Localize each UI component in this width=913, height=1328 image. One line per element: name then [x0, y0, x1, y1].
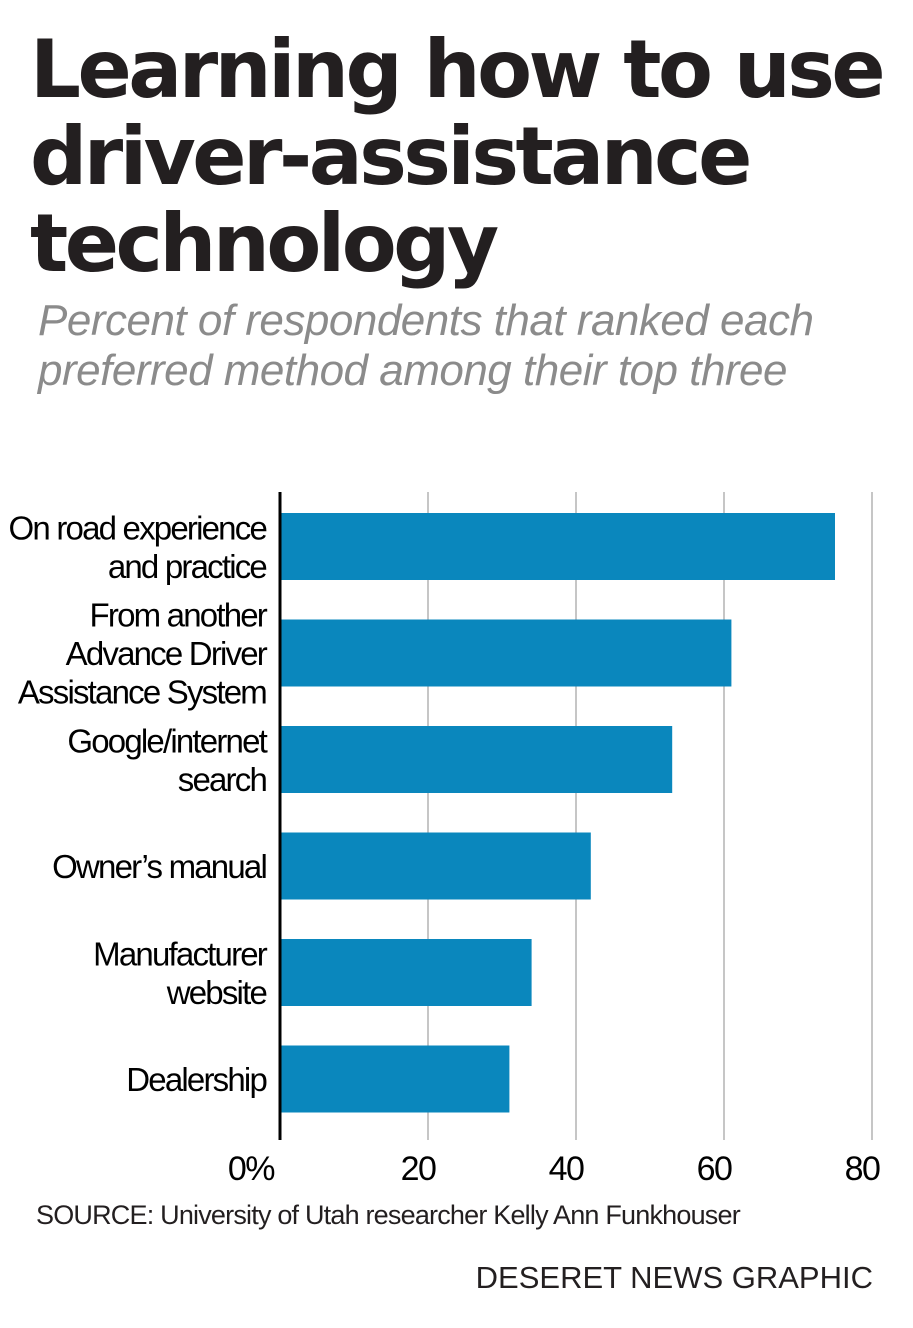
category-label-2: Google/internet search	[67, 722, 267, 798]
bar-0	[280, 513, 835, 580]
category-label-line: Owner’s manual	[52, 848, 266, 885]
gridlines	[427, 492, 873, 1140]
category-label-line: website	[166, 974, 267, 1011]
x-tick-label-20: 20	[401, 1150, 436, 1188]
category-label-line: Manufacturer	[93, 935, 268, 972]
source-note: SOURCE: University of Utah researcher Ke…	[36, 1200, 741, 1230]
chart-subtitle: Percent of respondents that ranked each …	[38, 296, 814, 395]
bar-chart: On road experience and practice From anoth…	[9, 492, 882, 1188]
x-tick-labels: 0% 20 40 60 80	[228, 1150, 882, 1188]
category-label-3: Owner’s manual	[52, 848, 266, 885]
category-label-line: Google/internet	[67, 722, 267, 759]
category-label-line: On road experience	[9, 509, 267, 546]
category-label-1: From another Advance Driver Assistance Sys…	[18, 597, 268, 711]
bar-5	[280, 1045, 510, 1113]
category-labels: On road experience and practice From anoth…	[9, 509, 270, 1098]
category-label-0: On road experience and practice	[9, 509, 267, 585]
category-label-line: From another	[90, 597, 268, 634]
category-label-line: Assistance System	[18, 674, 266, 711]
category-label-line: Dealership	[126, 1061, 266, 1098]
category-label-5: Dealership	[126, 1061, 266, 1098]
x-tick-label-40: 40	[549, 1150, 584, 1188]
x-tick-label-60: 60	[697, 1150, 732, 1188]
bar-4	[280, 939, 532, 1006]
x-tick-label-0: 0%	[228, 1150, 275, 1188]
bars	[280, 513, 835, 1113]
category-label-line: search	[178, 761, 267, 798]
bar-2	[280, 726, 673, 793]
x-tick-label-80: 80	[845, 1150, 880, 1188]
bar-1	[280, 619, 732, 687]
category-label-4: Manufacturer website	[93, 935, 268, 1011]
graphic-credit: DESERET NEWS GRAPHIC	[475, 1260, 873, 1295]
category-label-line: Advance Driver	[66, 635, 268, 672]
category-label-line: and practice	[108, 548, 267, 585]
chart-title: Learning how to use driver-assistance te…	[30, 23, 886, 290]
bar-3	[280, 832, 591, 900]
